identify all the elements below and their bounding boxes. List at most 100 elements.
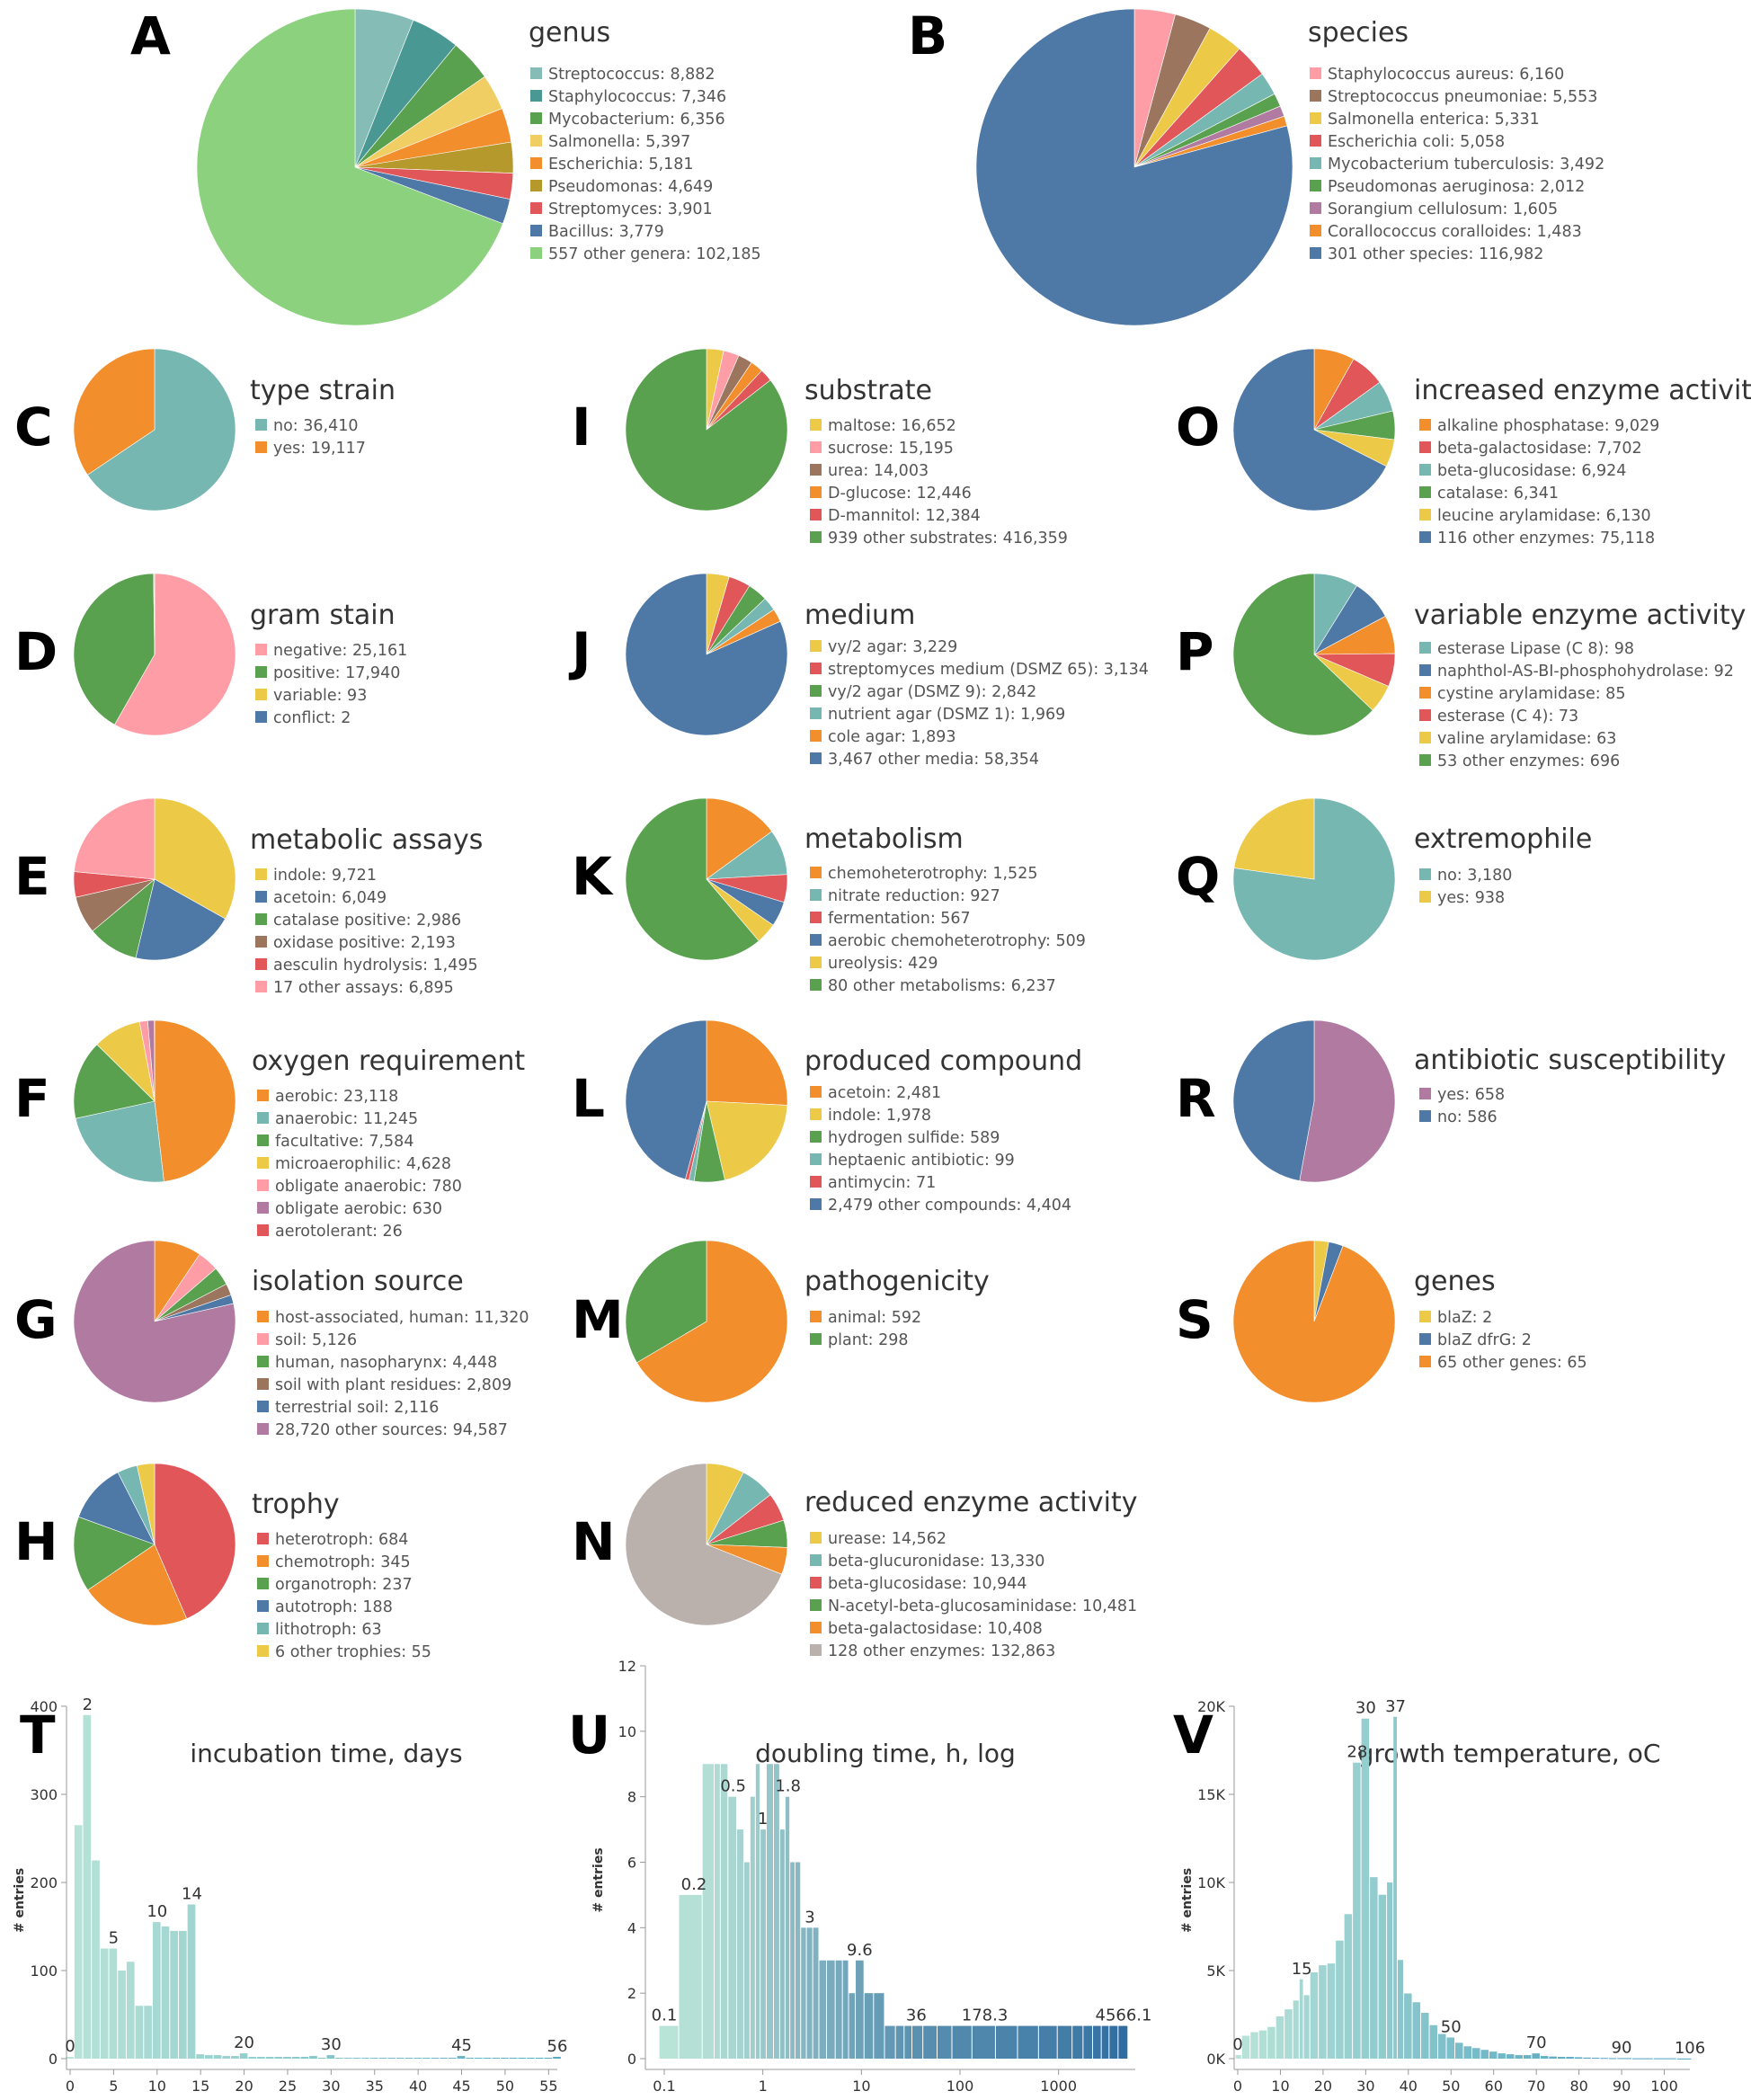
histogram-bar: [904, 2025, 911, 2059]
panel-title: metabolism: [804, 823, 964, 855]
histogram-bar: [750, 1796, 755, 2059]
legend-label: alkaline phosphatase: 9,029: [1437, 417, 1659, 435]
legend-label: ureolysis: 429: [828, 955, 938, 973]
legend-swatch: [810, 441, 822, 453]
x-tick-label: 0: [66, 2078, 75, 2095]
pie-slice: [625, 1463, 783, 1626]
legend-swatch: [810, 509, 822, 521]
legend-label: valine arylamidase: 63: [1437, 730, 1616, 748]
legend-label: aerobic: 23,118: [275, 1088, 398, 1106]
pie-slice: [625, 1240, 707, 1364]
panel-letter: P: [1176, 621, 1214, 682]
histogram-bar: [1118, 2025, 1128, 2059]
y-tick-label: 400: [30, 1698, 58, 1715]
legend-label: Staphylococcus aureus: 6,160: [1328, 66, 1564, 84]
legend-label: Salmonella enterica: 5,331: [1328, 111, 1540, 129]
panel-letter: H: [14, 1511, 58, 1572]
legend-swatch: [257, 1623, 269, 1634]
histogram-bar: [518, 2058, 527, 2060]
legend-swatch: [1419, 1110, 1431, 1122]
histogram-bar: [743, 1862, 750, 2059]
legend-label: maltose: 16,652: [828, 417, 956, 435]
histogram-bar: [135, 2006, 144, 2059]
legend-label: D-mannitol: 12,384: [828, 507, 981, 525]
legend-label: 557 other genera: 102,185: [548, 245, 761, 263]
histogram-bar: [1498, 2053, 1506, 2059]
x-tick-label: 5: [109, 2078, 118, 2095]
histogram-bar: [766, 1764, 774, 2059]
legend-label: positive: 17,940: [273, 664, 400, 682]
legend-label: variable: 93: [273, 687, 367, 705]
y-tick-label: 10K: [1197, 1874, 1225, 1891]
histogram-bar: [326, 2055, 335, 2059]
histogram-bar: [248, 2057, 257, 2059]
bar-annotation: 0: [65, 2037, 75, 2056]
histogram-bar: [923, 2025, 937, 2059]
histogram-bar: [413, 2058, 422, 2060]
legend-swatch: [257, 1600, 269, 1612]
legend-label: negative: 25,161: [273, 642, 407, 660]
legend-label: microaerophilic: 4,628: [275, 1155, 451, 1173]
histogram-bar: [501, 2058, 509, 2060]
x-tick-label: 90: [1613, 2078, 1631, 2095]
histogram-bar: [231, 2056, 239, 2059]
legend-label: 939 other substrates: 416,359: [828, 529, 1068, 547]
legend-label: urea: 14,003: [828, 462, 929, 480]
legend-swatch: [810, 1131, 822, 1143]
histogram-bar: [1438, 2033, 1446, 2059]
histogram-bar: [178, 1930, 187, 2059]
pie-slice: [86, 348, 236, 512]
pie-slice: [135, 878, 226, 961]
legend-swatch: [810, 1086, 822, 1098]
histogram-bar: [387, 2058, 396, 2060]
histogram-bar: [1549, 2056, 1557, 2059]
legend-swatch: [257, 1356, 269, 1367]
histogram-bar: [352, 2058, 361, 2060]
legend-swatch: [810, 1532, 822, 1544]
histogram-bar: [952, 2025, 972, 2059]
y-tick-label: 6: [627, 1855, 636, 1872]
panel-title: growth temperature, oC: [1358, 1739, 1661, 1768]
histogram-bar: [995, 2025, 1018, 2059]
histogram-bar: [1566, 2057, 1574, 2059]
pie-slice: [625, 348, 788, 512]
legend-label: animal: 592: [828, 1309, 921, 1327]
panel-letter: R: [1176, 1068, 1216, 1129]
histogram-bar: [404, 2058, 413, 2060]
legend-label: Pseudomonas: 4,649: [548, 178, 713, 196]
histogram-bar: [492, 2058, 501, 2060]
legend-swatch: [810, 1554, 822, 1566]
pie-slice: [196, 8, 503, 326]
legend-label: 116 other enzymes: 75,118: [1437, 529, 1655, 547]
legend-label: blaZ dfrG: 2: [1437, 1331, 1532, 1349]
legend-swatch: [1419, 709, 1431, 721]
panel-letter: U: [568, 1704, 610, 1766]
legend-label: 65 other genes: 65: [1437, 1354, 1587, 1372]
legend-swatch: [1419, 419, 1431, 431]
legend-swatch: [530, 202, 542, 214]
x-tick-label: 100: [1650, 2078, 1678, 2095]
histogram-bar: [884, 2025, 895, 2059]
histogram-bar: [1532, 2053, 1540, 2059]
panel-title: variable enzyme activity: [1414, 600, 1746, 631]
legend-swatch: [257, 1179, 269, 1191]
histogram-bar: [509, 2058, 518, 2060]
histogram-bar: [361, 2058, 369, 2060]
bar-annotation: 37: [1385, 1697, 1406, 1716]
histogram-bar: [118, 1971, 126, 2059]
legend-label: soil: 5,126: [275, 1331, 357, 1349]
legend-swatch: [810, 531, 822, 543]
legend-label: aerobic chemoheterotrophy: 509: [828, 932, 1086, 950]
legend-swatch: [1419, 754, 1431, 766]
histogram-bar: [720, 1764, 728, 2059]
pie-slice: [1232, 1019, 1315, 1181]
bar-annotation: 30: [321, 2035, 342, 2054]
legend-swatch: [257, 1090, 269, 1101]
legend-swatch: [257, 1202, 269, 1214]
histogram-bar: [1653, 2058, 1676, 2060]
